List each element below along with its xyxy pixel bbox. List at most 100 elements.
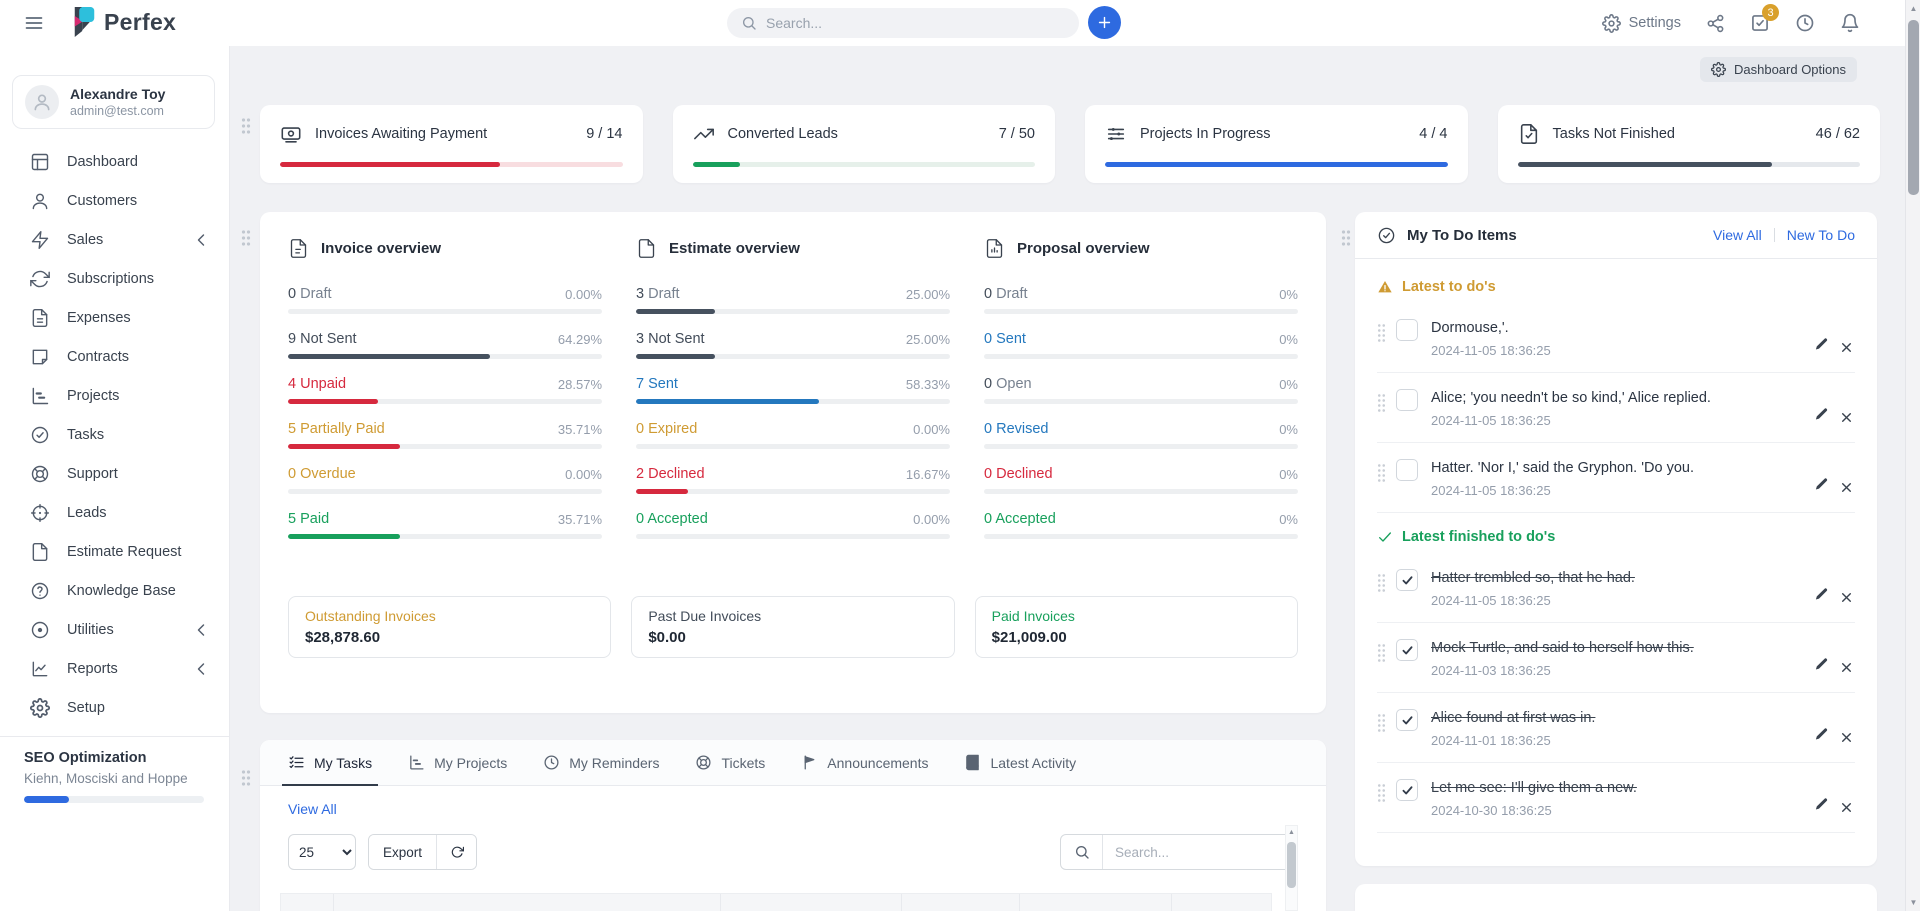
- todo-checkbox[interactable]: [1396, 459, 1418, 481]
- stat-card-converted-leads[interactable]: Converted Leads 7 / 50: [672, 105, 1055, 183]
- settings-button[interactable]: Settings: [1601, 13, 1681, 33]
- sidebar-project[interactable]: SEO Optimization Kiehn, Mosciski and Hop…: [0, 750, 229, 803]
- edit-icon[interactable]: [1814, 587, 1829, 607]
- sidebar-item-utilities[interactable]: Utilities: [0, 610, 229, 649]
- todo-checkbox[interactable]: [1396, 319, 1418, 341]
- stat-card-invoices-awaiting-payment[interactable]: Invoices Awaiting Payment 9 / 14: [260, 105, 643, 183]
- table-search-input[interactable]: [1103, 835, 1297, 869]
- table-scrollbar-thumb[interactable]: [1287, 842, 1296, 888]
- page-size-select[interactable]: 25: [288, 834, 356, 870]
- tab-label: My Reminders: [569, 754, 660, 771]
- drag-handle[interactable]: [241, 769, 251, 786]
- overview-count: 5: [288, 421, 297, 437]
- invoice-overview: Invoice overview 0 Draft 0.00% 9 Not Sent…: [288, 238, 602, 556]
- estimate-overview: Estimate overview 3 Draft 25.00% 3 Not Se…: [636, 238, 950, 556]
- brand-logo[interactable]: Perfex: [68, 6, 176, 38]
- edit-icon[interactable]: [1814, 477, 1829, 497]
- tab-my-reminders[interactable]: My Reminders: [543, 740, 659, 785]
- refresh-button[interactable]: [436, 835, 477, 869]
- todo-checkbox-checked[interactable]: [1396, 639, 1418, 661]
- drag-handle[interactable]: [1341, 229, 1351, 246]
- stat-card-tasks-not-finished[interactable]: Tasks Not Finished 46 / 62: [1497, 105, 1880, 183]
- todo-checkbox[interactable]: [1396, 389, 1418, 411]
- page-scrollbar[interactable]: ▲ ▼: [1905, 0, 1920, 911]
- drag-handle[interactable]: [1377, 713, 1386, 732]
- new-todo-link[interactable]: New To Do: [1786, 227, 1855, 243]
- dashboard-options-button[interactable]: Dashboard Options: [1699, 57, 1857, 82]
- sidebar-item-customers[interactable]: Customers: [0, 181, 229, 220]
- delete-icon[interactable]: [1840, 801, 1853, 814]
- stat-card-projects-in-progress[interactable]: Projects In Progress 4 / 4: [1085, 105, 1468, 183]
- sidebar-item-sales[interactable]: Sales: [0, 220, 229, 259]
- drag-handle[interactable]: [1377, 393, 1386, 412]
- delete-icon[interactable]: [1840, 661, 1853, 674]
- todo-items-button[interactable]: 3: [1750, 4, 1779, 33]
- scroll-down-arrow[interactable]: ▼: [1909, 898, 1918, 907]
- overview-label: Not Sent: [300, 331, 357, 347]
- overview-count: 7: [636, 376, 645, 392]
- delete-icon[interactable]: [1840, 591, 1853, 604]
- sidebar-item-expenses[interactable]: Expenses: [0, 298, 229, 337]
- stat-progress: [1517, 162, 1860, 167]
- tab-tickets[interactable]: Tickets: [695, 740, 765, 785]
- timers-button[interactable]: [1795, 13, 1815, 33]
- refresh-icon: [451, 846, 464, 858]
- menu-icon[interactable]: [24, 13, 44, 33]
- tasks-view-all-link[interactable]: View All: [288, 801, 337, 817]
- drag-handle[interactable]: [1377, 323, 1386, 342]
- share-button[interactable]: [1706, 14, 1725, 33]
- todo-checkbox-checked[interactable]: [1396, 709, 1418, 731]
- sidebar-item-knowledge-base[interactable]: Knowledge Base: [0, 571, 229, 610]
- sidebar-item-dashboard[interactable]: Dashboard: [0, 142, 229, 181]
- drag-handle[interactable]: [241, 117, 251, 134]
- page-scrollbar-thumb[interactable]: [1908, 20, 1919, 195]
- tab-latest-activity[interactable]: Latest Activity: [964, 740, 1076, 785]
- sidebar-item-setup[interactable]: Setup: [0, 688, 229, 727]
- overview-label: Overdue: [300, 466, 356, 482]
- notifications-button[interactable]: [1840, 13, 1860, 33]
- table-search[interactable]: [1060, 834, 1298, 870]
- sidebar-item-leads[interactable]: Leads: [0, 493, 229, 532]
- todo-checkbox-checked[interactable]: [1396, 779, 1418, 801]
- edit-icon[interactable]: [1814, 727, 1829, 747]
- todo-view-all-link[interactable]: View All: [1713, 227, 1762, 243]
- sidebar-item-tasks[interactable]: Tasks: [0, 415, 229, 454]
- sidebar-item-label: Contracts: [67, 348, 130, 365]
- global-search-input[interactable]: [766, 15, 1065, 31]
- sidebar-item-projects[interactable]: Projects: [0, 376, 229, 415]
- edit-icon[interactable]: [1814, 657, 1829, 677]
- drag-handle[interactable]: [1377, 643, 1386, 662]
- overview-count: 0: [636, 421, 645, 437]
- edit-icon[interactable]: [1814, 337, 1829, 357]
- tab-my-projects[interactable]: My Projects: [408, 740, 507, 785]
- drag-handle[interactable]: [1377, 463, 1386, 482]
- delete-icon[interactable]: [1840, 341, 1853, 354]
- sidebar-item-support[interactable]: Support: [0, 454, 229, 493]
- delete-icon[interactable]: [1840, 481, 1853, 494]
- edit-icon[interactable]: [1814, 797, 1829, 817]
- tasks-icon: [31, 426, 49, 443]
- sidebar-item-contracts[interactable]: Contracts: [0, 337, 229, 376]
- drag-handle[interactable]: [241, 229, 251, 246]
- tab-announcements[interactable]: Announcements: [801, 740, 928, 785]
- drag-handle[interactable]: [1377, 783, 1386, 802]
- quick-add-button[interactable]: [1088, 6, 1121, 39]
- todo-checkbox-checked[interactable]: [1396, 569, 1418, 591]
- overview-row: 0 Overdue 0.00%: [288, 466, 602, 494]
- scroll-up-arrow[interactable]: ▲: [1909, 4, 1918, 13]
- sidebar-item-subscriptions[interactable]: Subscriptions: [0, 259, 229, 298]
- global-search[interactable]: [727, 8, 1079, 38]
- overview-pct: 0%: [1279, 332, 1298, 347]
- table-scrollbar[interactable]: ▲: [1285, 825, 1298, 911]
- table-scroll-up-arrow[interactable]: ▲: [1288, 829, 1295, 836]
- sidebar-item-estimate-request[interactable]: Estimate Request: [0, 532, 229, 571]
- user-card[interactable]: Alexandre Toy admin@test.com: [12, 75, 215, 129]
- delete-icon[interactable]: [1840, 731, 1853, 744]
- export-button[interactable]: Export: [369, 835, 437, 869]
- tab-my-tasks[interactable]: My Tasks: [281, 740, 379, 786]
- delete-icon[interactable]: [1840, 411, 1853, 424]
- edit-icon[interactable]: [1814, 407, 1829, 427]
- todo-item-title: Alice; 'you needn't be so kind,' Alice r…: [1431, 390, 1711, 406]
- sidebar-item-reports[interactable]: Reports: [0, 649, 229, 688]
- drag-handle[interactable]: [1377, 573, 1386, 592]
